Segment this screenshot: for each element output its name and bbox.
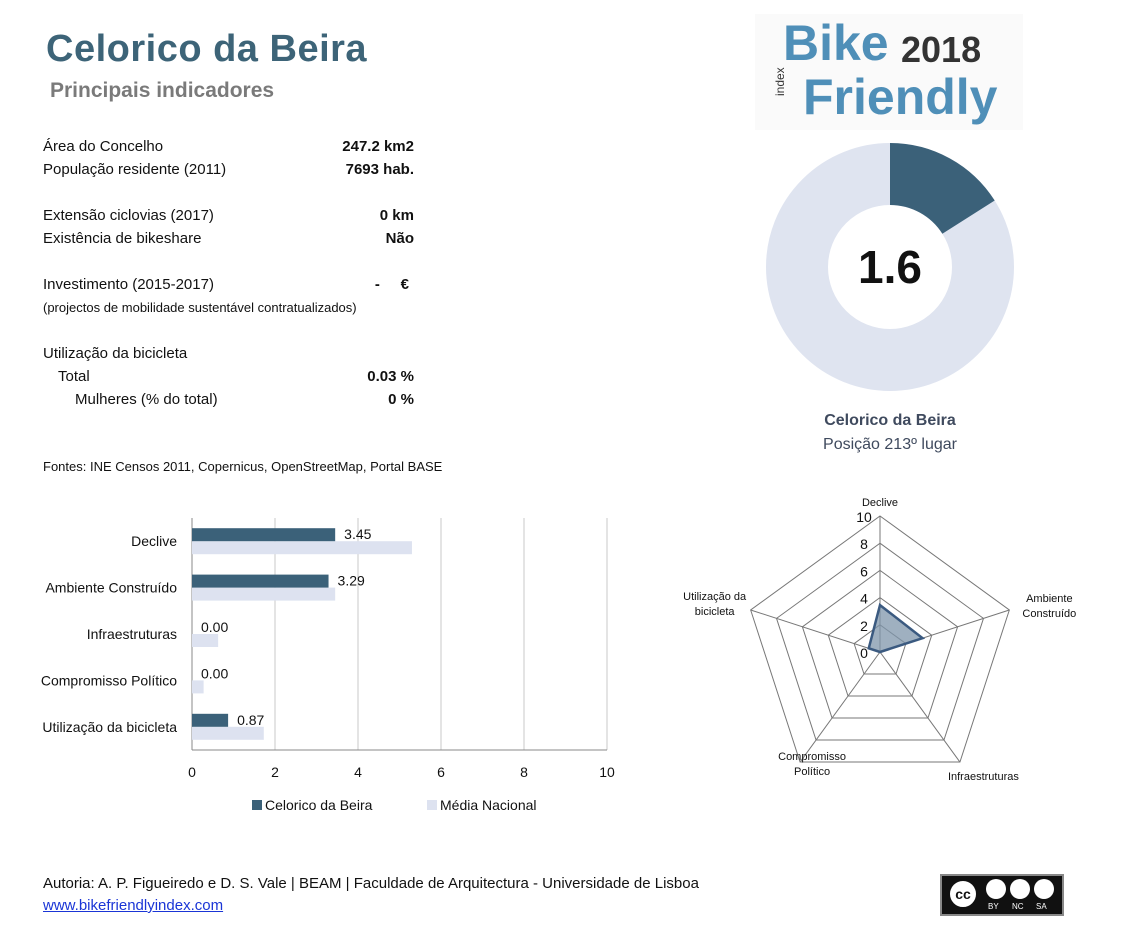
radar-axis-label: Político	[794, 766, 830, 778]
page-title: Celorico da Beira	[46, 28, 368, 70]
indicator-label: Investimento (2015-2017)	[43, 276, 214, 293]
radar-spoke	[879, 651, 961, 763]
legend-label-celorico: Celorico da Beira	[265, 797, 373, 813]
category-label: Infraestruturas	[87, 626, 177, 642]
cc-nc-icon	[1010, 879, 1030, 899]
legend-label-media: Média Nacional	[440, 797, 537, 813]
category-label: Declive	[131, 533, 177, 549]
indicator-value: 0.03 %	[367, 368, 414, 385]
radar-spoke	[799, 651, 881, 763]
radar-gridline	[801, 569, 959, 719]
category-label: Compromisso Político	[41, 672, 177, 688]
indicator-value: 0 km	[379, 207, 414, 224]
data-label: 0.00	[201, 665, 228, 681]
indicator-bikeshare: Existência de bikeshare Não	[43, 230, 414, 250]
sources-note: Fontes: INE Censos 2011, Copernicus, Ope…	[43, 459, 443, 474]
bar-media-nacional	[192, 726, 264, 740]
radar-axis-label: Declive	[862, 497, 898, 509]
cc-license-badge: cc BY NC SA	[940, 874, 1064, 916]
radar-axis-label: Construído	[1022, 608, 1076, 620]
score-value: 1.6	[858, 241, 922, 293]
cc-icon: cc	[948, 879, 978, 909]
legend-swatch-media	[427, 800, 437, 810]
bar-celorico-da-beira	[192, 528, 336, 542]
logo-word-friendly: Friendly	[803, 69, 998, 125]
bar-media-nacional	[192, 541, 412, 555]
investment-note: (projectos de mobilidade sustentável con…	[43, 300, 357, 315]
bar-media-nacional	[192, 634, 219, 647]
indicator-label: Área do Concelho	[43, 138, 164, 155]
radar-axis-label: Utilização da	[683, 591, 747, 603]
logo-index-label: index	[773, 67, 787, 96]
bar-media-nacional	[192, 587, 336, 601]
indicator-area: Área do Concelho 247.2 km2	[43, 138, 414, 158]
radar-gridline	[827, 596, 933, 697]
data-label: 3.29	[338, 573, 365, 589]
place-name: Celorico da Beira	[824, 412, 956, 429]
indicator-label: Mulheres (% do total)	[75, 391, 218, 408]
indicator-value: Não	[385, 230, 414, 247]
donut-score-arc	[888, 143, 995, 235]
cc-nc-label: NC	[1012, 902, 1024, 911]
indicator-label: Extensão ciclovias (2017)	[43, 207, 214, 224]
radar-tick-label: 0	[860, 645, 868, 661]
radar-tick-label: 4	[860, 591, 868, 607]
indicator-cycle-lanes: Extensão ciclovias (2017) 0 km	[43, 207, 414, 227]
authors-footer: Autoria: A. P. Figueiredo e D. S. Vale |…	[43, 875, 699, 892]
cc-sa-icon	[1034, 879, 1054, 899]
bike-friendly-logo: Bike 2018 index Friendly	[755, 14, 1023, 130]
radar-series-area	[867, 602, 926, 654]
indicator-value: 247.2 km2	[342, 138, 414, 155]
x-tick-label: 8	[520, 764, 528, 780]
cc-by-icon	[986, 879, 1006, 899]
legend-swatch-celorico	[252, 800, 262, 810]
score-donut: 1.6	[766, 143, 1014, 391]
indicator-bar-chart: 0 2 4 6 8 10 Declive 3.45 Ambiente Construído 3.2…	[41, 518, 615, 813]
radar-axis-label: Infraestruturas	[948, 771, 1019, 783]
page-subtitle: Principais indicadores	[50, 79, 275, 102]
indicator-bike-usage: Utilização da bicicleta	[43, 345, 414, 365]
radar-tick-label: 2	[860, 618, 868, 634]
x-tick-label: 6	[437, 764, 445, 780]
radar-axis-label: bicicleta	[695, 606, 736, 618]
x-tick-label: 2	[271, 764, 279, 780]
indicator-label: População residente (2011)	[43, 161, 227, 178]
radar-axis-label: Ambiente	[1026, 593, 1072, 605]
radar-gridline	[775, 542, 985, 741]
bar-celorico-da-beira	[192, 574, 329, 588]
cc-sa-label: SA	[1036, 902, 1047, 911]
logo-word-bike: Bike	[783, 15, 889, 71]
website-link[interactable]: www.bikefriendlyindex.com	[43, 897, 224, 914]
data-label: 0.87	[237, 712, 264, 728]
indicator-population: População residente (2011) 7693 hab.	[43, 161, 414, 181]
indicator-investment: Investimento (2015-2017) - €	[43, 276, 414, 296]
radar-gridline	[750, 515, 1010, 763]
data-label: 0.00	[201, 619, 228, 635]
indicator-label: Utilização da bicicleta	[43, 345, 188, 362]
radar-tick-label: 10	[856, 509, 872, 525]
category-label: Utilização da bicicleta	[42, 719, 177, 735]
radar-tick-label: 8	[860, 536, 868, 552]
indicator-usage-total: Total 0.03 %	[43, 368, 414, 388]
x-tick-label: 10	[599, 764, 615, 780]
data-label: 3.45	[344, 526, 371, 542]
indicator-usage-women: Mulheres (% do total) 0 %	[43, 391, 414, 411]
x-tick-label: 0	[188, 764, 196, 780]
cc-by-label: BY	[988, 902, 999, 911]
indicator-label: Total	[58, 368, 90, 385]
bar-media-nacional	[192, 680, 204, 694]
radar-spoke	[750, 609, 881, 653]
radar-axis-label: Compromisso	[778, 751, 846, 763]
indicator-label: Existência de bikeshare	[43, 230, 202, 247]
bar-celorico-da-beira	[192, 713, 229, 727]
radar-tick-label: 6	[860, 563, 868, 579]
indicator-value: 7693 hab.	[345, 161, 414, 178]
indicator-value: 0 %	[388, 391, 414, 408]
place-position: Posição 213º lugar	[823, 436, 957, 453]
category-label: Ambiente Construído	[45, 580, 177, 596]
indicator-value: - €	[374, 276, 409, 293]
x-tick-label: 4	[354, 764, 362, 780]
logo-year: 2018	[901, 29, 982, 70]
